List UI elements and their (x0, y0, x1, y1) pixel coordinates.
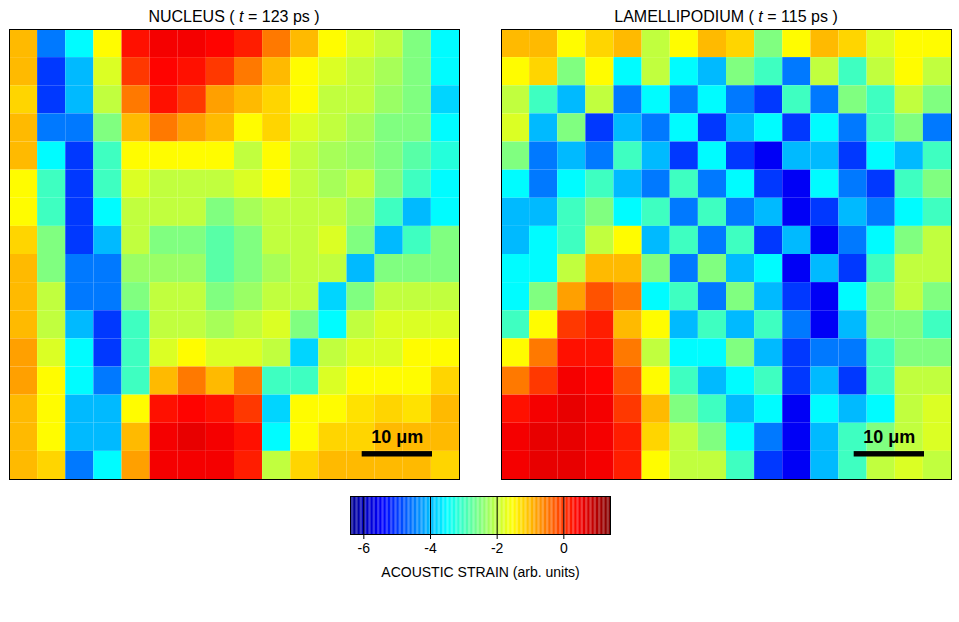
html-text:NUCLEUS ( t = 123 ps ): NUCLEUS ( t = 123 ps ) (148, 8, 320, 25)
svg-text:10 μm: 10 μm (371, 427, 423, 447)
svg-text:ACOUSTIC STRAIN (arb. units): ACOUSTIC STRAIN (arb. units) (381, 564, 579, 580)
svg-text:0: 0 (559, 540, 567, 556)
svg-text:-6: -6 (357, 540, 370, 556)
svg-text:-2: -2 (490, 540, 503, 556)
svg-text:-4: -4 (424, 540, 437, 556)
html-text:LAMELLIPODIUM ( t = 115 ps ): LAMELLIPODIUM ( t = 115 ps ) (614, 8, 838, 25)
svg-text:10 μm: 10 μm (863, 427, 915, 447)
